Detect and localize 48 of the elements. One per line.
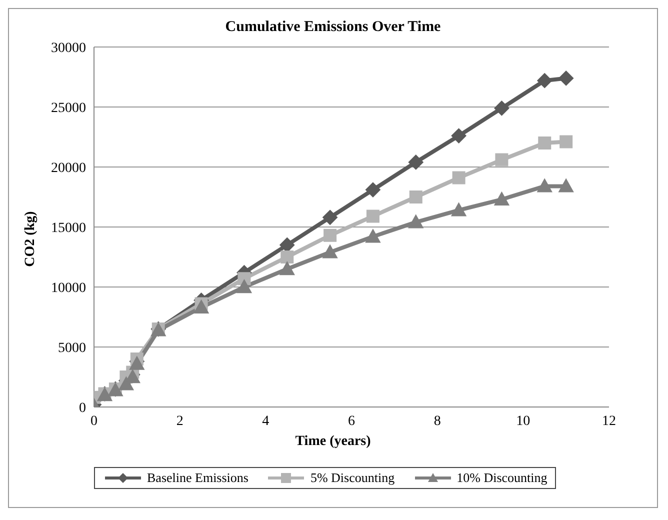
legend-label: 10% Discounting	[456, 470, 548, 486]
point	[408, 214, 424, 228]
y-tick-label: 25000	[51, 100, 86, 116]
x-tick-label: 10	[516, 414, 530, 429]
chart-title: Cumulative Emissions Over Time	[224, 19, 442, 36]
point	[366, 210, 380, 223]
point	[452, 171, 466, 184]
point	[409, 190, 422, 204]
x-tick-label: 0	[90, 414, 98, 429]
y-tick-label: 20000	[51, 160, 86, 176]
point	[494, 192, 510, 206]
point	[365, 182, 380, 198]
legend-label: 5% Discounting	[310, 470, 395, 486]
point	[194, 300, 209, 314]
point	[118, 376, 134, 390]
point	[324, 228, 337, 242]
x-tick-label: 6	[348, 414, 355, 429]
point	[537, 178, 552, 192]
y-tick-label: 30000	[51, 40, 86, 56]
point	[537, 73, 552, 88]
point	[558, 70, 574, 86]
legend-label: Baseline Emissions	[147, 470, 248, 486]
point	[129, 356, 144, 370]
y-tick-label: 5000	[58, 340, 86, 356]
y-tick-label: 0	[79, 400, 86, 416]
point	[451, 128, 466, 144]
point	[494, 100, 510, 116]
point	[558, 178, 574, 192]
y-tick-label: 10000	[51, 280, 86, 296]
x-tick-label: 2	[176, 414, 184, 429]
point	[538, 136, 552, 150]
x-tick-label: 4	[262, 414, 270, 429]
x-axis-title: Time (years)	[294, 434, 372, 450]
point	[280, 238, 295, 252]
point	[495, 153, 508, 166]
point	[280, 262, 295, 276]
point	[560, 135, 573, 148]
point	[280, 250, 294, 264]
point	[236, 280, 252, 294]
point	[322, 244, 338, 258]
point	[408, 154, 424, 170]
x-tick-label: 8	[434, 414, 441, 429]
point	[451, 202, 466, 216]
y-tick-label: 15000	[51, 220, 86, 236]
point	[365, 229, 380, 243]
x-tick-label: 12	[602, 414, 616, 429]
y-axis-title: CO2 (kg)	[23, 211, 39, 267]
point	[322, 210, 338, 225]
